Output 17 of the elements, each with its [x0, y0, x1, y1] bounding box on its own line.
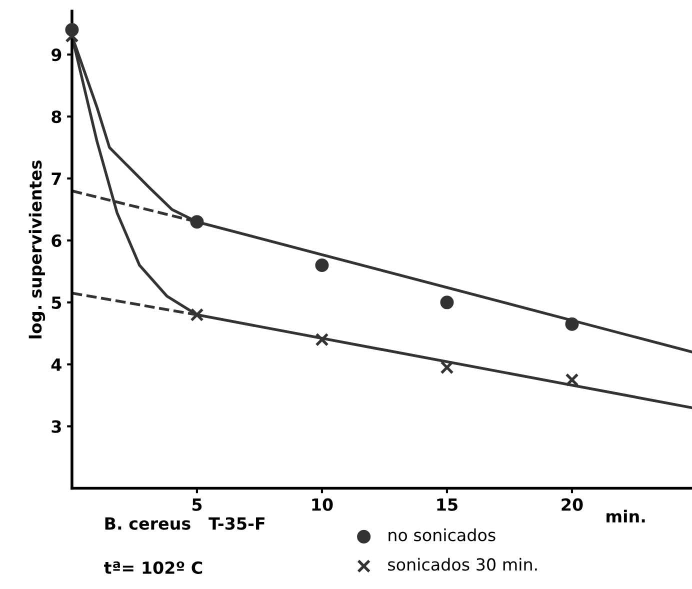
y-tick-label: 9: [52, 48, 62, 62]
y-tick-label: 5: [52, 296, 62, 309]
y-axis-title: log. supervivientes: [28, 160, 46, 338]
y-tick-label: 7: [52, 172, 61, 185]
x-axis-title: min.: [606, 510, 645, 522]
legend-label: no sonicados: [388, 528, 496, 542]
y-tick-label: 3: [52, 420, 61, 433]
x-tick-label: 10: [312, 498, 333, 511]
x-tick-label: 20: [562, 498, 583, 511]
legend-label: sonicados 30 min.: [388, 558, 537, 571]
x-tick-label: 15: [437, 498, 458, 511]
y-tick-label: 4: [51, 358, 62, 371]
text: tª= 102º C: [104, 561, 202, 574]
text: B. cereus T-35-F: [105, 517, 264, 530]
x-tick-label: 5: [192, 498, 202, 511]
y-tick-label: 6: [52, 234, 62, 248]
y-tick-label: 8: [52, 110, 62, 124]
